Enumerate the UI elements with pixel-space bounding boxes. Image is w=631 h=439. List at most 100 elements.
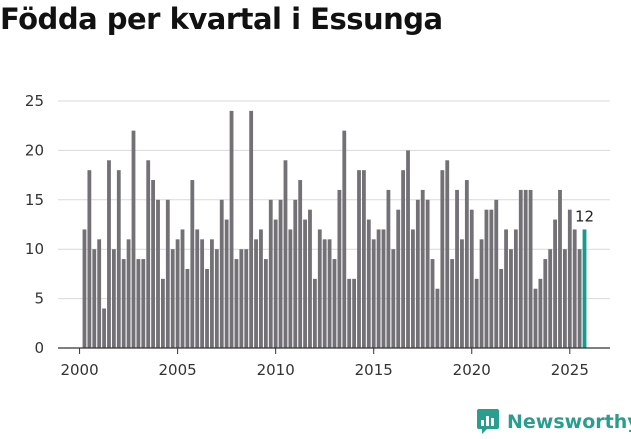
- bar: [386, 189, 391, 348]
- bar: [455, 189, 459, 348]
- bar: [425, 199, 430, 348]
- y-tick-label: 5: [34, 290, 44, 308]
- bar: [170, 249, 175, 348]
- bar: [293, 199, 298, 348]
- bar: [121, 259, 126, 348]
- bar: [509, 249, 513, 348]
- bar: [259, 229, 263, 348]
- y-tick-label: 15: [25, 191, 44, 209]
- y-tick-label: 25: [25, 92, 44, 110]
- bar: [445, 160, 450, 348]
- x-tick-label: 2005: [159, 361, 197, 379]
- bar: [151, 180, 156, 348]
- bar: [558, 189, 562, 348]
- bar: [406, 150, 410, 348]
- bar: [87, 170, 92, 348]
- bar: [435, 288, 440, 348]
- bar: [572, 229, 577, 348]
- bar: [82, 229, 87, 348]
- bar: [494, 199, 499, 348]
- bar: [322, 239, 327, 348]
- bar: [474, 278, 479, 348]
- bar: [577, 249, 582, 348]
- bar: [548, 249, 553, 348]
- bar: [116, 170, 121, 348]
- bar: [303, 219, 307, 348]
- bar: [543, 259, 548, 348]
- bar: [278, 199, 283, 348]
- bar: [538, 278, 543, 348]
- bar: [450, 259, 455, 348]
- bar: [357, 170, 361, 348]
- x-tick-label: 2025: [551, 361, 589, 379]
- bar: [312, 278, 317, 348]
- bar: [440, 170, 445, 348]
- bar: [141, 259, 146, 348]
- bar: [533, 288, 538, 348]
- bar: [234, 259, 239, 348]
- labels: 12: [575, 207, 594, 225]
- bar: [317, 229, 322, 348]
- bar: [126, 239, 131, 348]
- bar: [268, 199, 273, 348]
- bar: [352, 278, 357, 348]
- bar: [200, 239, 205, 348]
- y-tick-label: 20: [25, 141, 44, 159]
- bar: [332, 259, 337, 348]
- bar: [273, 219, 278, 348]
- bar: [308, 209, 312, 348]
- bar: [327, 239, 332, 348]
- bar: [283, 160, 288, 348]
- bar: [107, 160, 111, 348]
- bar: [411, 229, 415, 348]
- bar: [337, 189, 342, 348]
- bar: [102, 308, 106, 348]
- bar: [528, 189, 533, 348]
- bar: [175, 239, 180, 348]
- last-value-label: 12: [575, 207, 594, 225]
- brand-logo: Newsworthy: [476, 406, 631, 438]
- bar: [513, 229, 518, 348]
- x-tick-label: 2015: [355, 361, 393, 379]
- bar: [479, 239, 484, 348]
- bar: [146, 160, 151, 348]
- bar: [111, 249, 116, 348]
- y-tick-label: 0: [34, 339, 44, 357]
- newsworthy-logo-icon: [477, 409, 499, 434]
- bar: [562, 249, 567, 348]
- bar: [347, 278, 352, 348]
- bar: [396, 209, 401, 348]
- bar: [366, 219, 371, 348]
- x-tick-label: 2020: [453, 361, 491, 379]
- brand-name: Newsworthy: [507, 411, 631, 433]
- bar: [161, 278, 165, 348]
- bar: [185, 268, 190, 348]
- bar: [210, 239, 214, 348]
- bar: [420, 189, 425, 348]
- bar: [97, 239, 102, 348]
- bar: [371, 239, 376, 348]
- bar: [165, 199, 170, 348]
- bar: [224, 219, 229, 348]
- bar: [361, 170, 366, 348]
- bar: [553, 219, 557, 348]
- bar: [464, 180, 469, 348]
- bar: [254, 239, 258, 348]
- bar: [263, 259, 268, 348]
- bar: [415, 199, 420, 348]
- bar: [136, 259, 141, 348]
- bar: [92, 249, 97, 348]
- bar: [342, 130, 347, 348]
- bar: [288, 229, 293, 348]
- bar: [156, 199, 160, 348]
- bar: [582, 229, 587, 348]
- bar: [430, 259, 435, 348]
- bar: [249, 110, 254, 348]
- bar: [190, 180, 195, 348]
- bar: [229, 110, 234, 348]
- x-tick-label: 2010: [257, 361, 295, 379]
- bar: [489, 209, 494, 348]
- bar: [499, 268, 504, 348]
